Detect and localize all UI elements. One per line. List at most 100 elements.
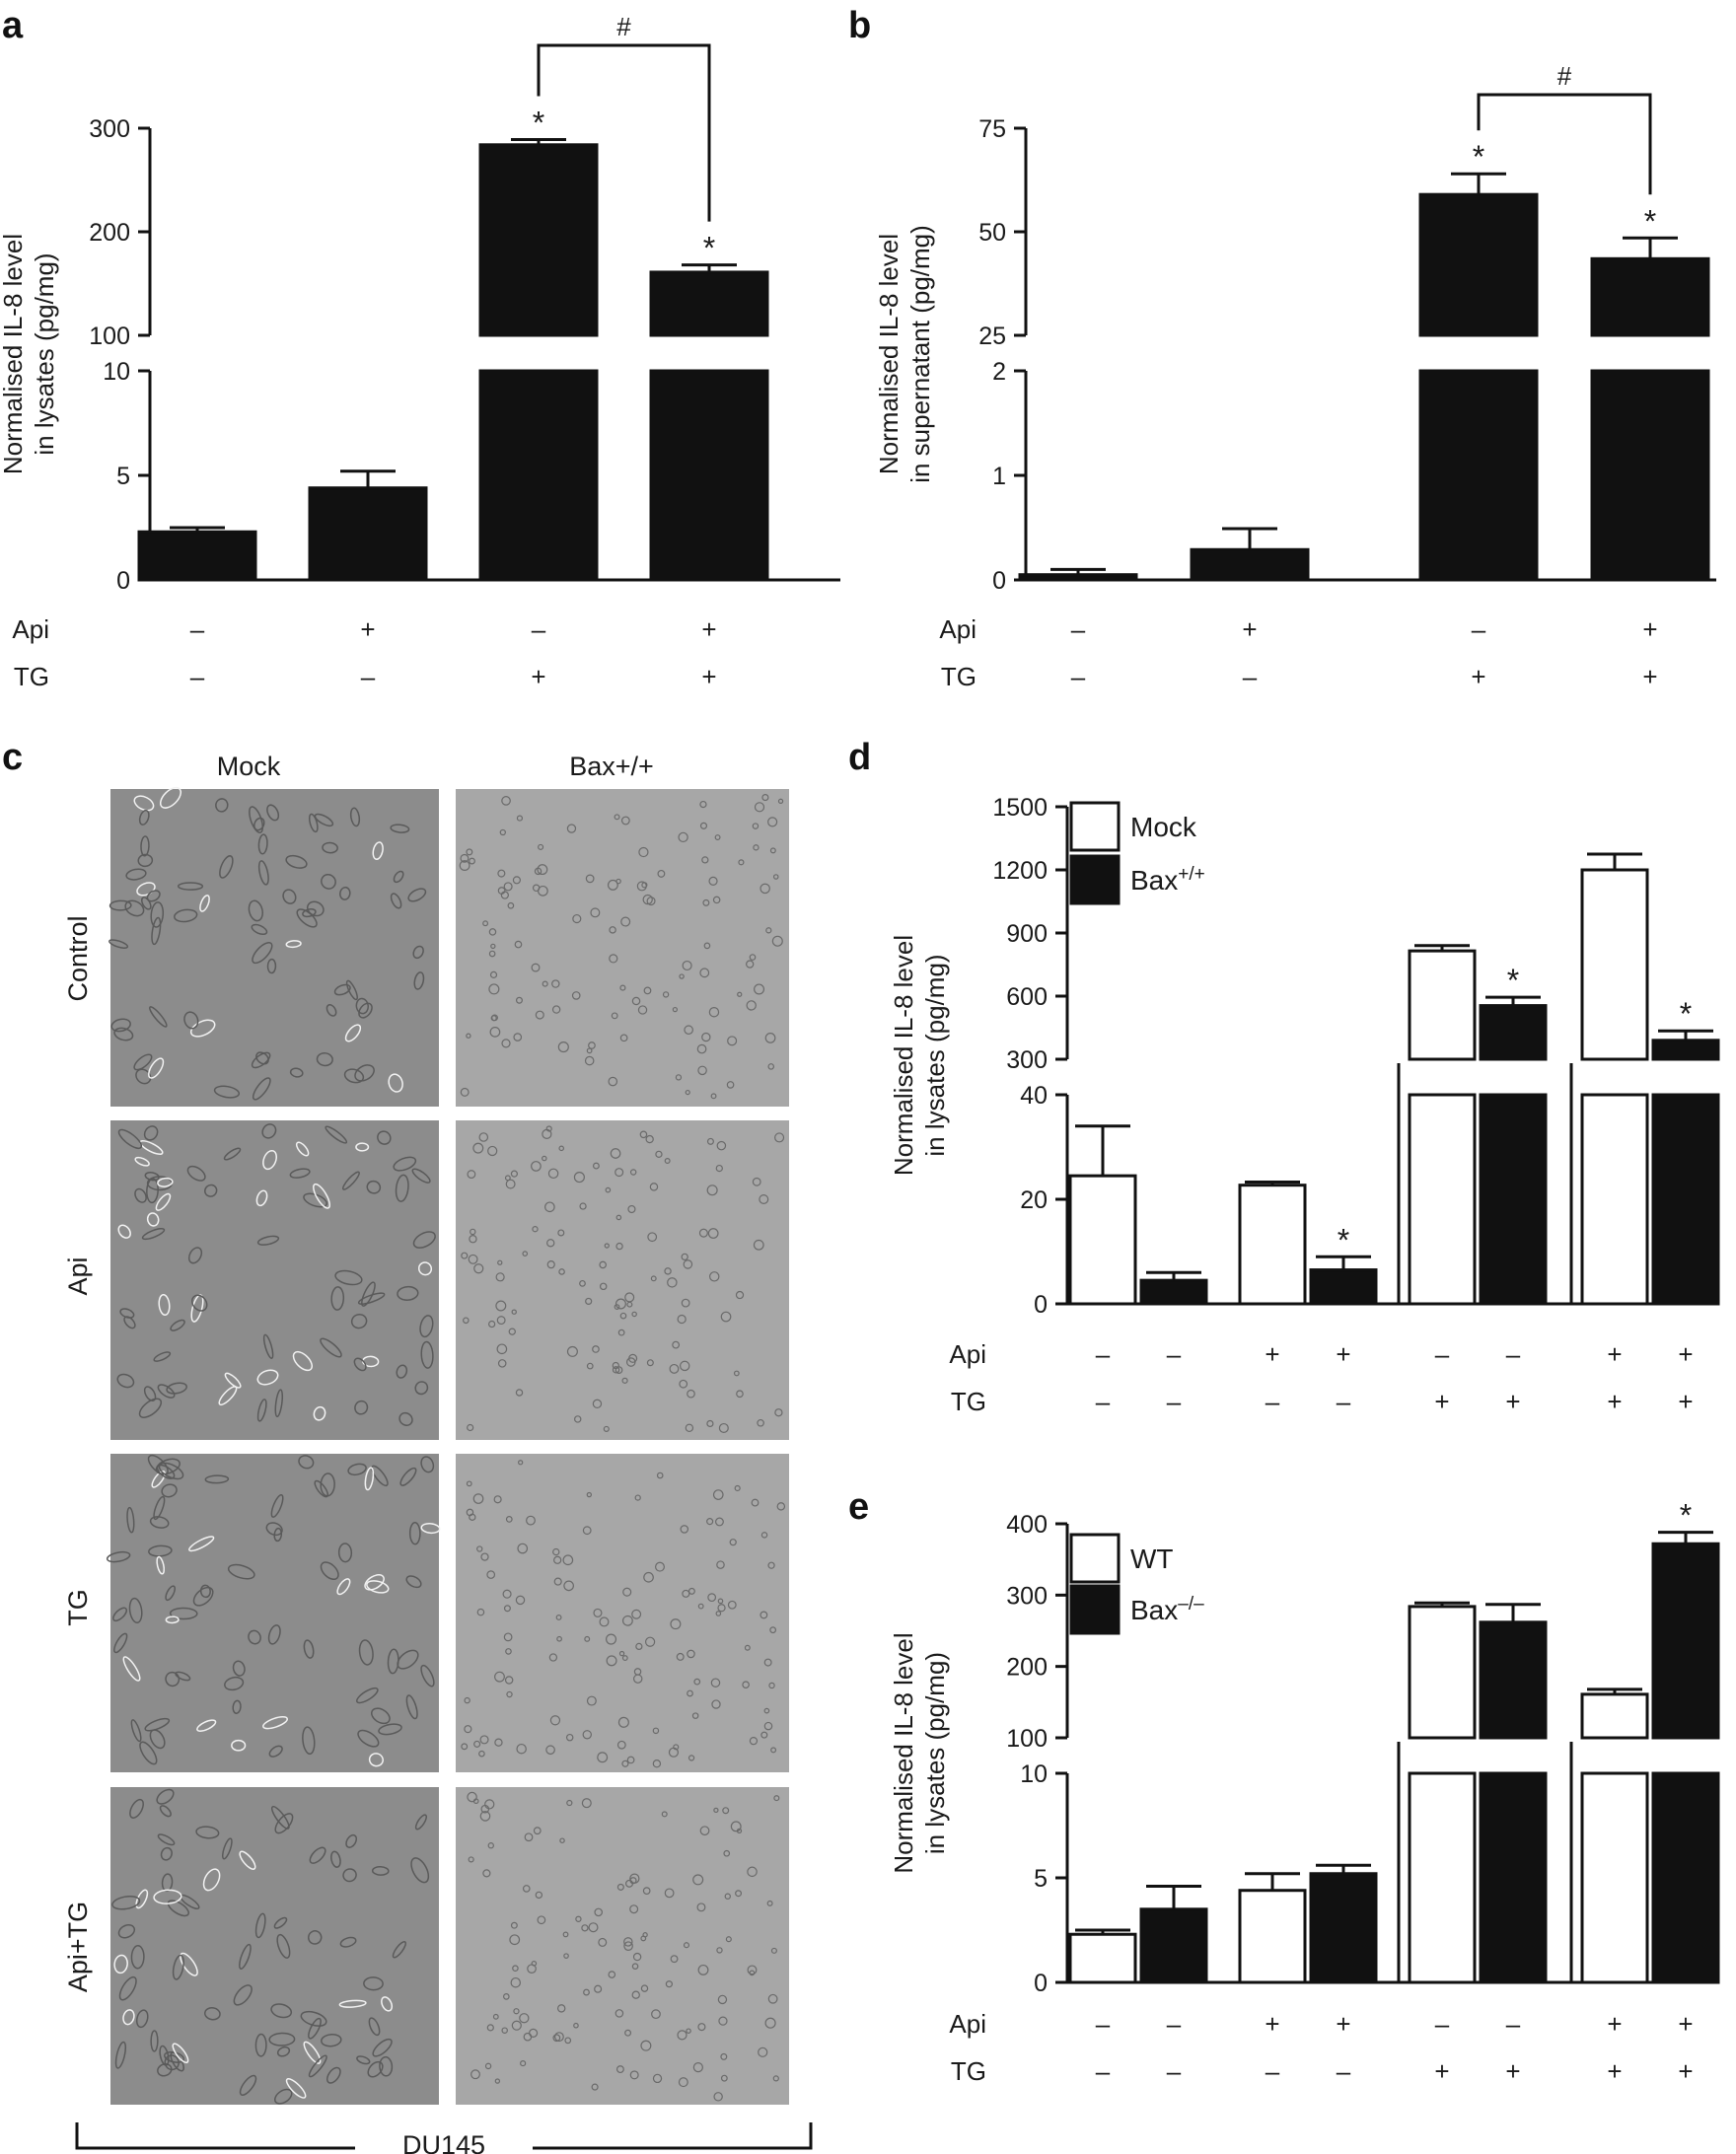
cell-mark: [155, 1458, 181, 1475]
cell-mark: [482, 920, 489, 927]
cell-mark: [213, 1085, 241, 1099]
cell-mark: [195, 1826, 220, 1839]
cell-mark: [735, 1290, 745, 1300]
cell-mark: [720, 2074, 728, 2082]
cell-mark: [703, 942, 711, 950]
cell-mark: [710, 1093, 717, 1100]
cell-mark: [544, 1201, 555, 1213]
cell-mark: [680, 1360, 690, 1372]
tg-sign-e: +: [1505, 2056, 1520, 2086]
cell-mark: [407, 888, 427, 902]
cell-mark: [495, 1300, 507, 1312]
legend-label-e: Bax–/–: [1130, 1594, 1204, 1626]
cell-mark: [720, 2052, 728, 2060]
row-label-api-tg: Api+TG: [63, 1902, 93, 1992]
cell-mark: [553, 1577, 562, 1586]
cell-mark: [262, 1716, 288, 1730]
cell-mark: [204, 1474, 230, 1484]
legend-label-e: WT: [1130, 1544, 1174, 1574]
api-sign-d: +: [1265, 1339, 1279, 1369]
cell-mark: [276, 2046, 291, 2057]
y-tick-label-d: 1500: [992, 794, 1048, 822]
cell-mark: [486, 1570, 496, 1579]
cell-mark: [308, 2017, 322, 2040]
cell-mark: [408, 1521, 421, 1545]
cell-mark: [371, 1465, 389, 1487]
cell-mark: [487, 1145, 498, 1157]
cell-mark: [565, 1733, 574, 1742]
cell-mark: [135, 1068, 152, 1085]
tg-sign-b: –: [1071, 662, 1086, 691]
cell-mark: [730, 1821, 742, 1832]
significance-star-d: *: [1680, 996, 1692, 1032]
cell-mark: [239, 2074, 257, 2096]
cell-mark: [609, 954, 618, 964]
api-sign-b: +: [1242, 614, 1257, 644]
cell-mark: [262, 1333, 274, 1359]
cell-mark: [698, 1228, 708, 1238]
cell-mark: [566, 1799, 573, 1807]
cell-mark: [463, 1317, 470, 1325]
cell-mark: [239, 1850, 256, 1870]
cell-mark: [172, 1954, 184, 1980]
cell-mark: [266, 958, 277, 974]
tg-sign-e: –: [1096, 2056, 1111, 2086]
cell-mark: [252, 1077, 271, 1101]
y-axis-label-b: Normalised IL-8 level: [874, 234, 904, 474]
cell-mark: [763, 1658, 772, 1667]
cell-mark: [622, 1587, 632, 1597]
cell-mark: [501, 2027, 508, 2034]
significance-star-b: *: [1473, 139, 1484, 175]
cell-mark: [379, 2055, 394, 2077]
cell-mark: [652, 2073, 663, 2084]
cell-mark: [746, 960, 755, 969]
cell-mark: [504, 1676, 514, 1685]
cell-mark: [355, 1142, 370, 1152]
cell-mark: [215, 798, 229, 813]
cell-mark: [155, 1192, 172, 1211]
y-tick-label-e: 300: [1006, 1582, 1048, 1610]
tg-sign-a: +: [531, 662, 545, 691]
cell-mark: [640, 1984, 649, 1992]
cell-mark: [224, 1372, 242, 1389]
cell-mark: [470, 1228, 476, 1236]
cell-mark: [153, 1351, 172, 1362]
cell-mark: [717, 1994, 728, 2005]
cell-mark: [467, 1791, 477, 1803]
significance-star-d: *: [1507, 963, 1519, 998]
cell-mark: [615, 2065, 624, 2074]
cell-mark: [760, 1731, 768, 1739]
legend-swatch-d: [1069, 854, 1121, 905]
panel-label-e: e: [848, 1486, 869, 1528]
cell-mark: [378, 1723, 402, 1736]
api-sign-d: +: [1678, 1339, 1693, 1369]
cell-mark: [629, 2070, 639, 2080]
cell-mark: [575, 1915, 582, 1922]
significance-star-d: *: [1338, 1222, 1349, 1257]
chart-panel-d: 0 20 40 300 600 900 1200 1500 Normalised IL-8 le…: [889, 794, 1720, 1416]
cell-mark: [490, 943, 496, 950]
cell-mark: [303, 1192, 327, 1208]
cell-mark: [366, 1180, 382, 1194]
y-axis-label-d: Normalised IL-8 level: [889, 935, 918, 1176]
cell-mark: [227, 1563, 255, 1580]
cell-mark: [760, 1611, 768, 1619]
cell-mark: [706, 1419, 714, 1428]
y-tick-label-a: 10: [103, 358, 130, 386]
cell-mark: [270, 1493, 284, 1518]
cell-mark: [520, 2060, 527, 2067]
bar-upper-segment-e: [1408, 1605, 1477, 1740]
cell-mark: [496, 1316, 506, 1326]
cell-mark: [387, 1648, 399, 1675]
tg-sign-d: –: [1266, 1387, 1280, 1416]
row-label-api-a: Api: [12, 614, 49, 644]
cell-mark: [566, 824, 577, 833]
cell-mark: [631, 996, 641, 1006]
cell-mark: [715, 1517, 724, 1527]
cell-mark: [664, 1158, 671, 1165]
y-tick-label-b: 2: [992, 358, 1006, 386]
cell-mark: [714, 834, 721, 841]
cell-mark: [759, 1193, 769, 1204]
cell-mark: [710, 1678, 721, 1687]
cell-mark: [506, 1690, 513, 1698]
